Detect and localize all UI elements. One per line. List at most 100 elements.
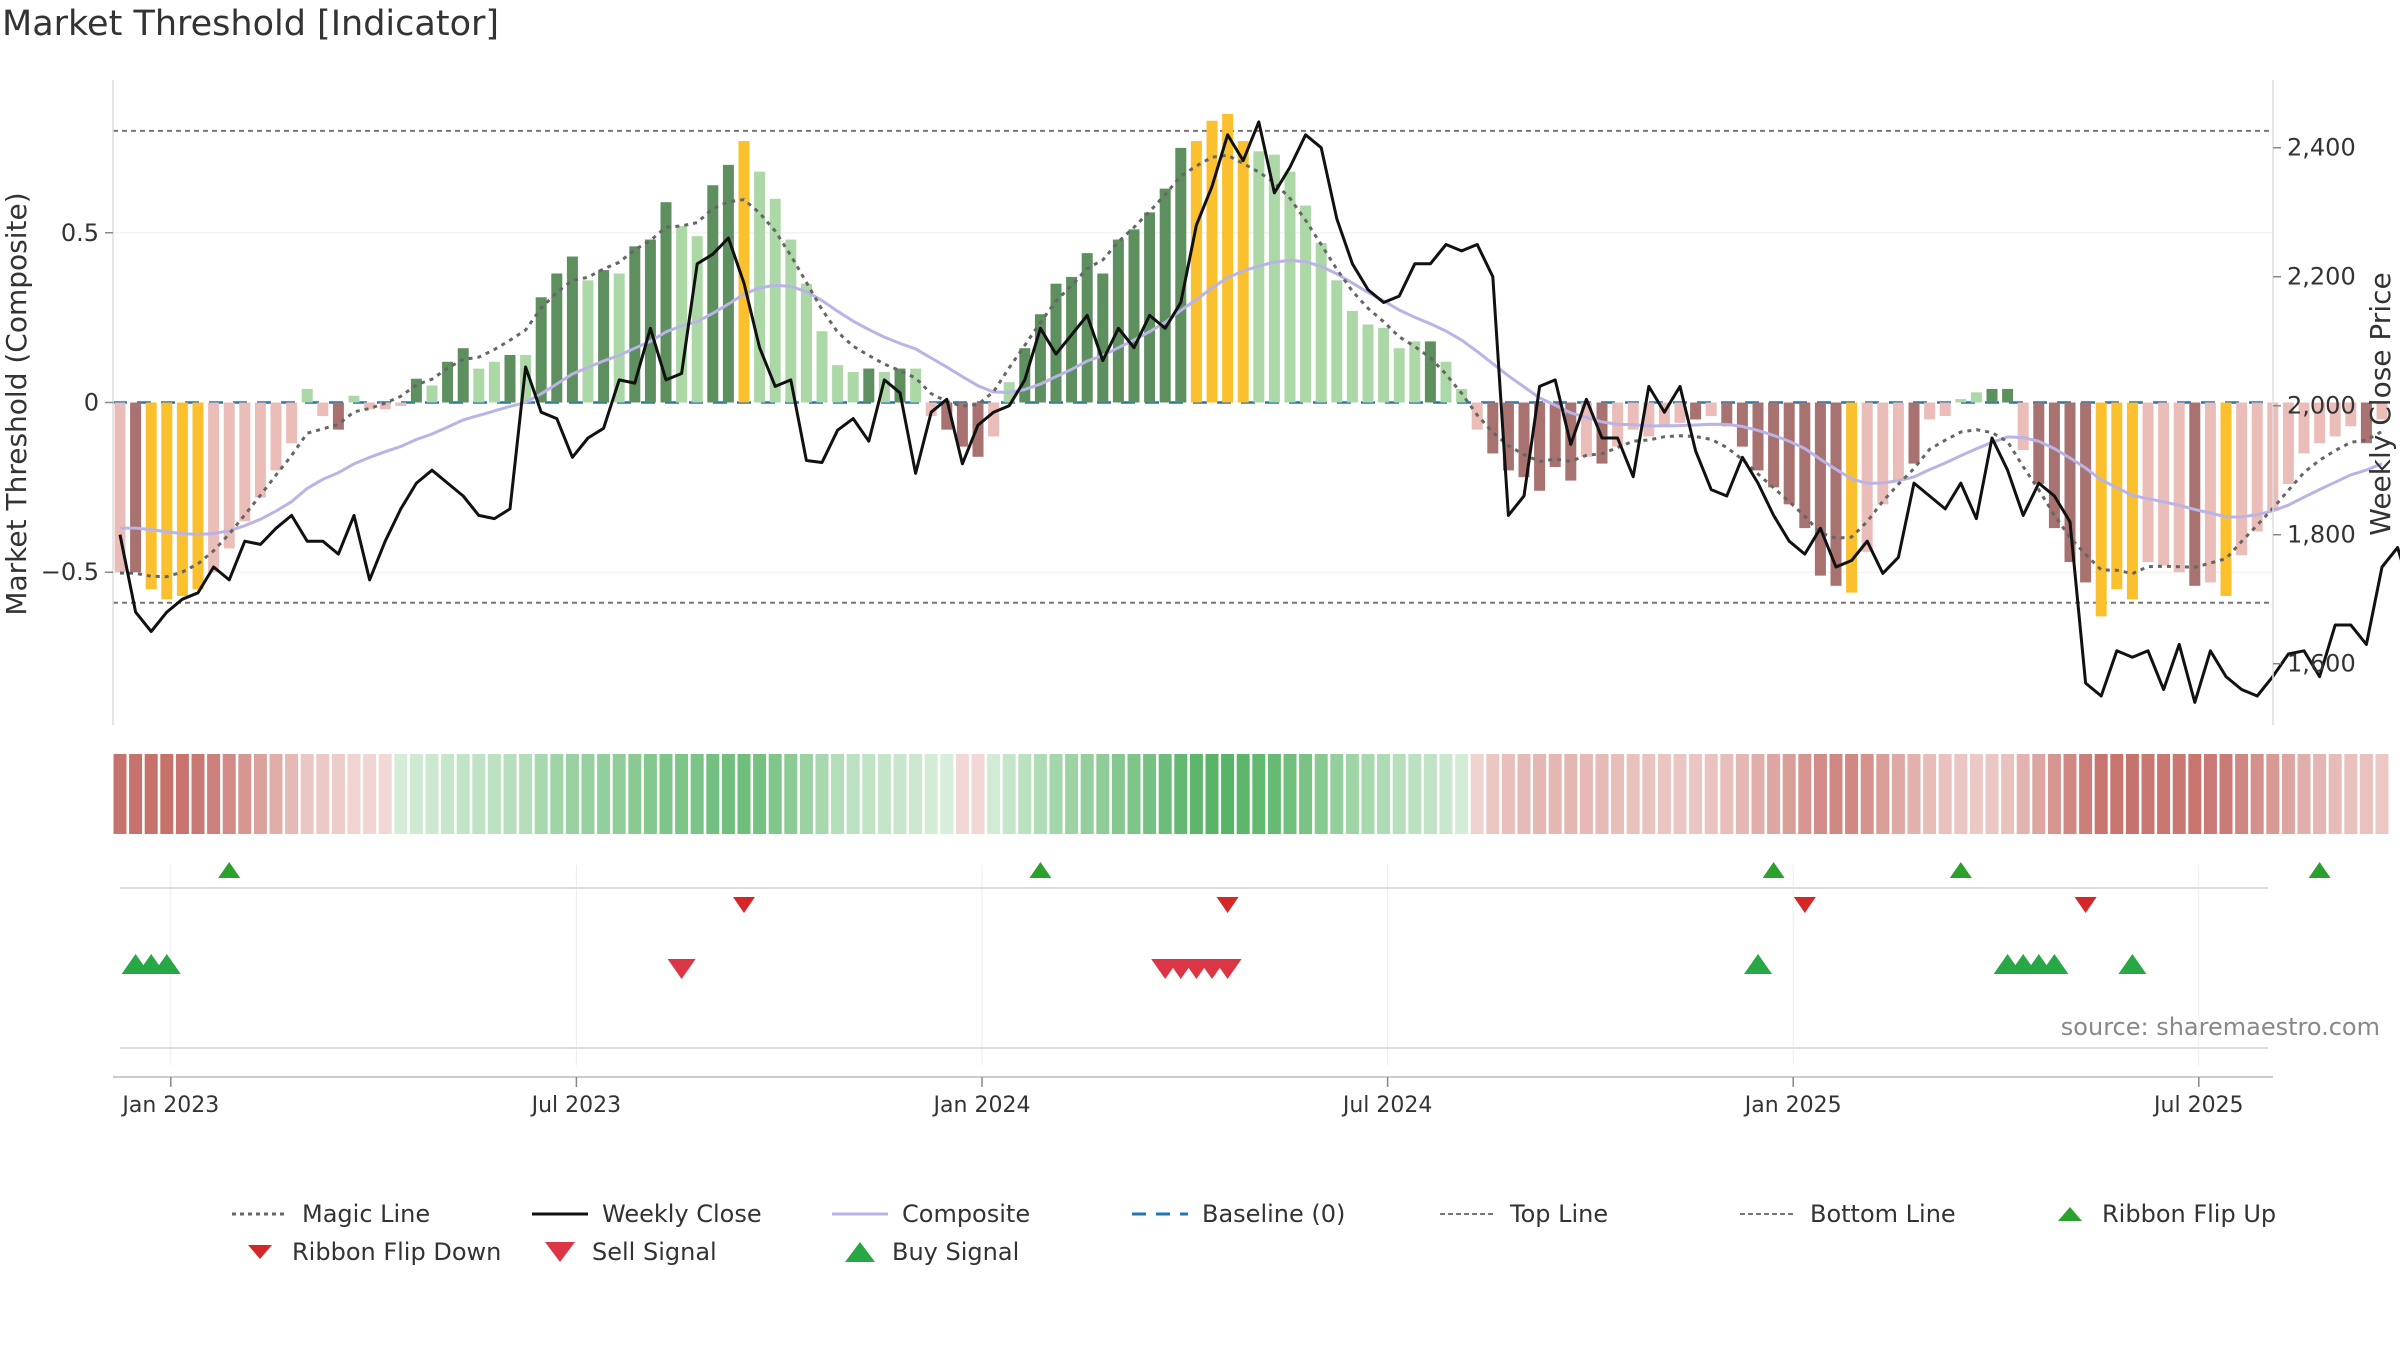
composite-bar <box>1658 402 1670 427</box>
x-tick-label: Jul 2024 <box>1341 1093 1433 1118</box>
ribbon-segment <box>1252 754 1266 834</box>
x-tick-label: Jan 2023 <box>120 1093 219 1118</box>
composite-bar <box>2080 402 2092 583</box>
composite-bar <box>145 402 157 590</box>
buy-signal-icon <box>1744 954 1772 974</box>
composite-bar <box>1440 361 1452 403</box>
ribbon-segment <box>253 754 267 834</box>
composite-bar <box>1799 402 1811 529</box>
ribbon-segment <box>1158 754 1172 834</box>
ribbon-segment <box>1377 754 1391 834</box>
ribbon-segment <box>425 754 439 834</box>
ribbon-segment <box>238 754 252 834</box>
composite-bar <box>192 402 204 590</box>
composite-bar <box>941 402 953 430</box>
ribbon-segment <box>113 754 127 834</box>
composite-bar <box>1253 151 1265 403</box>
sell-signal-icon <box>1213 959 1242 979</box>
ribbon-segment <box>565 754 579 834</box>
ribbon-segment <box>1189 754 1203 834</box>
ribbon-segment <box>144 754 158 834</box>
composite-bar <box>1034 314 1046 403</box>
ribbon-segment <box>1579 754 1593 834</box>
composite-bar <box>1783 402 1795 505</box>
ribbon-segment <box>1564 754 1578 834</box>
ribbon-segment <box>316 754 330 834</box>
x-tick-label: Jan 2024 <box>932 1093 1031 1118</box>
legend-item-sell-signal: Sell Signal <box>540 1238 717 1266</box>
right-tick-label: 2,400 <box>2287 134 2356 162</box>
composite-bar <box>1315 242 1327 403</box>
ribbon-segment <box>456 754 470 834</box>
ribbon-segment <box>2313 754 2327 834</box>
composite-bar <box>2314 402 2326 444</box>
legend-label: Magic Line <box>302 1200 431 1228</box>
ribbon-segment <box>2079 754 2093 834</box>
ribbon-segment <box>207 754 221 834</box>
ribbon-segment <box>706 754 720 834</box>
buy-signal-icon <box>152 954 181 974</box>
right-tick-label: 1,600 <box>2287 650 2356 678</box>
composite-swatch <box>832 1212 888 1216</box>
ribbon-segment <box>1205 754 1219 834</box>
ribbon-segment <box>628 754 642 834</box>
bottom-line-swatch <box>1740 1213 1796 1215</box>
composite-bar <box>254 402 266 498</box>
composite-bar <box>832 365 844 403</box>
ribbon-flip-up-icon <box>1949 862 1972 878</box>
ribbon-segment <box>1080 754 1094 834</box>
composite-bar <box>2376 402 2388 420</box>
composite-bar <box>1534 402 1546 491</box>
composite-bar <box>442 361 454 403</box>
composite-bar <box>1877 402 1889 505</box>
ribbon-segment <box>175 754 189 834</box>
composite-bar <box>457 348 469 403</box>
ribbon-segment <box>1127 754 1141 834</box>
composite-bar <box>1144 212 1156 403</box>
ribbon-segment <box>877 754 891 834</box>
ribbon-segment <box>300 754 314 834</box>
composite-bar <box>2017 402 2029 451</box>
ribbon-segment <box>1813 754 1827 834</box>
composite-bar <box>847 371 859 403</box>
ribbon-segment <box>2219 754 2233 834</box>
x-tick-label: Jan 2025 <box>1743 1093 1842 1118</box>
composite-bar <box>1705 402 1717 417</box>
composite-bar <box>707 185 719 403</box>
ribbon-segment <box>2157 754 2171 834</box>
composite-bar <box>1674 402 1686 423</box>
composite-bar <box>2251 402 2263 532</box>
ribbon-flip-down-icon <box>2074 897 2097 913</box>
ribbon-segment <box>550 754 564 834</box>
ribbon-segment <box>612 754 626 834</box>
ribbon-segment <box>1455 754 1469 834</box>
triangle-down-icon <box>248 1245 272 1259</box>
composite-bar <box>1424 341 1436 403</box>
left-tick-label: −0.5 <box>41 558 99 586</box>
composite-bar <box>1892 402 1904 481</box>
legend-label: Top Line <box>1510 1200 1609 1228</box>
right-tick-label: 2,200 <box>2287 263 2356 291</box>
ribbon-segment <box>1533 754 1547 834</box>
composite-bar <box>317 402 329 417</box>
composite-bar <box>1502 402 1514 471</box>
composite-bar <box>332 402 344 430</box>
ribbon-segment <box>519 754 533 834</box>
composite-bar <box>2111 402 2123 590</box>
ribbon-segment <box>1626 754 1640 834</box>
ribbon-segment <box>487 754 501 834</box>
ribbon-segment <box>721 754 735 834</box>
legend-item-baseline: Baseline (0) <box>1130 1200 1345 1228</box>
ribbon-segment <box>737 754 751 834</box>
composite-bar <box>1846 402 1858 593</box>
ribbon-segment <box>2250 754 2264 834</box>
composite-bar <box>1924 402 1936 420</box>
legend-item-ribbon-flip-down: Ribbon Flip Down <box>240 1238 501 1266</box>
ribbon-segment <box>1392 754 1406 834</box>
legend-label: Composite <box>902 1200 1031 1228</box>
legend-label: Buy Signal <box>892 1238 1020 1266</box>
ribbon-flip-down-icon <box>1793 897 1816 913</box>
composite-bar <box>1596 402 1608 464</box>
composite-bar <box>379 402 391 410</box>
composite-bar <box>676 225 688 403</box>
